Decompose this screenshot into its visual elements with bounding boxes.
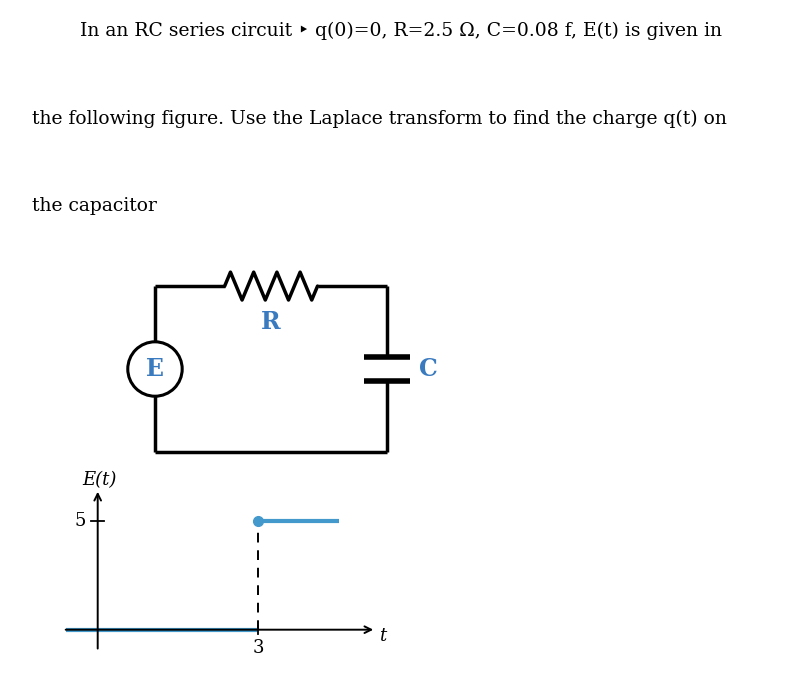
Text: t: t — [379, 627, 386, 645]
Text: the capacitor: the capacitor — [32, 197, 157, 214]
Text: E: E — [146, 357, 164, 381]
Text: C: C — [418, 357, 437, 381]
Text: E(t): E(t) — [83, 471, 117, 489]
Text: 3: 3 — [253, 639, 264, 657]
Text: the following figure. Use the Laplace transform to find the charge q(t) on: the following figure. Use the Laplace tr… — [32, 109, 726, 128]
Text: R: R — [261, 310, 281, 334]
Text: 5: 5 — [75, 512, 86, 531]
Text: In an RC series circuit ‣ q(0)=0, R=2.5 Ω, C=0.08 f, E(t) is given in: In an RC series circuit ‣ q(0)=0, R=2.5 … — [80, 22, 722, 40]
